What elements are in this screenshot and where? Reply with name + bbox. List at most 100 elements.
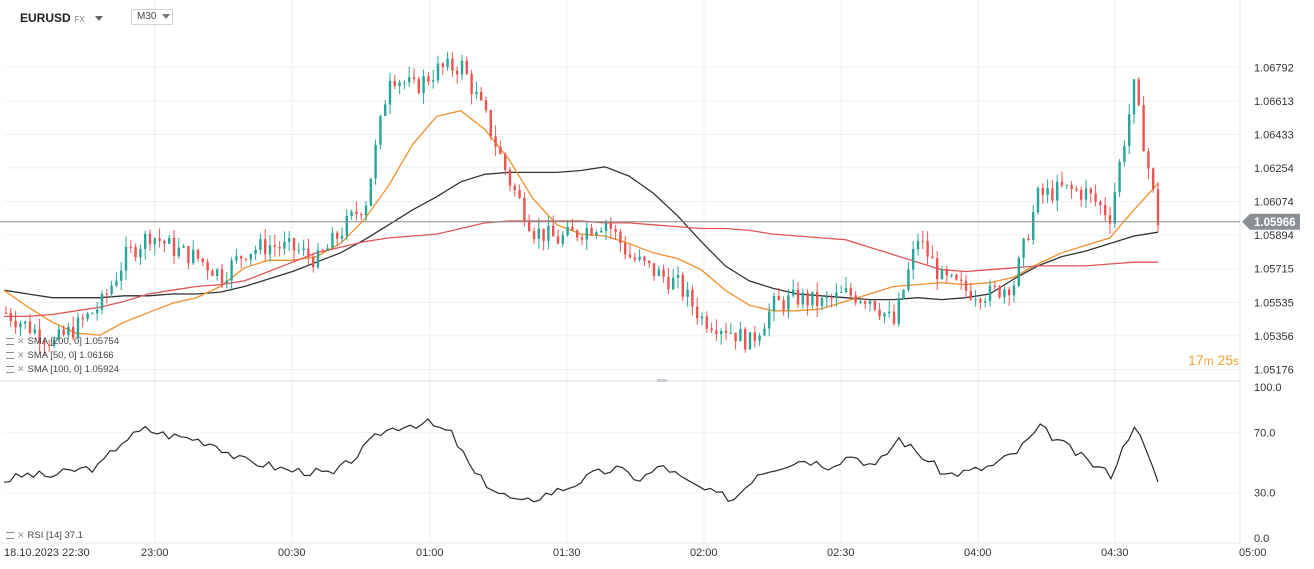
legend-sma50[interactable]: ✕ SMA [50, 0] 1.06166 <box>6 350 114 361</box>
candle-body <box>988 285 992 302</box>
candle-body <box>398 82 401 86</box>
candle-body <box>211 270 214 277</box>
close-icon[interactable]: ✕ <box>17 364 25 374</box>
candle-body <box>1089 188 1092 194</box>
legend-sma50-label: SMA [50, 0] 1.06166 <box>27 350 114 361</box>
legend-rsi[interactable]: ✕ RSI [14] 37.1 <box>6 530 83 541</box>
candle-body <box>691 289 694 307</box>
candle-body <box>1075 189 1078 191</box>
candle-body <box>403 82 406 84</box>
y-tick-label: 1.06792 <box>1254 62 1294 74</box>
candle-body <box>292 238 296 251</box>
candle-body <box>1027 238 1030 241</box>
candle-body <box>811 291 814 306</box>
candle-body <box>772 295 776 312</box>
countdown-s-unit: s <box>1233 354 1240 368</box>
candle-body <box>38 329 41 343</box>
candle-body <box>350 211 353 217</box>
candle-body <box>782 300 785 310</box>
candle-body <box>4 312 8 314</box>
candle-body <box>768 311 771 329</box>
candle-body <box>465 60 468 75</box>
candle-body <box>216 269 219 277</box>
candle-body <box>878 309 881 317</box>
timeframe-selector[interactable]: M30 <box>131 9 173 25</box>
candle-body <box>57 329 60 340</box>
candle-body <box>364 205 368 215</box>
candle-body <box>974 299 977 301</box>
candle-body <box>240 256 243 259</box>
candle-body <box>993 285 996 287</box>
candle-body <box>326 247 329 251</box>
y-tick-label: 1.05894 <box>1254 230 1294 242</box>
candle-body <box>76 317 80 338</box>
candle-body <box>158 238 161 242</box>
candle-body <box>384 104 387 116</box>
x-tick-label: 05:00 <box>1239 547 1267 559</box>
candle-body <box>801 292 804 305</box>
candle-body <box>67 326 70 335</box>
rsi-line <box>3 418 1159 503</box>
candle-body <box>854 295 857 303</box>
legend-sma100[interactable]: ✕ SMA [100, 0] 1.05924 <box>6 364 119 375</box>
candle-body <box>288 238 291 242</box>
candle-body <box>960 279 963 281</box>
candle-body <box>331 232 334 248</box>
candle-body <box>504 153 507 170</box>
countdown-minutes: 17 <box>1188 352 1204 368</box>
pane-resize-handle[interactable] <box>657 379 667 382</box>
candle-body <box>1147 151 1150 169</box>
candle-body <box>489 110 492 137</box>
candle-body <box>945 269 948 276</box>
symbol-selector[interactable]: EURUSD FX <box>20 11 103 25</box>
candle-body <box>124 246 128 271</box>
legend-rsi-label: RSI [14] 37.1 <box>27 530 83 541</box>
candle-body <box>508 169 512 186</box>
close-icon[interactable]: ✕ <box>17 530 25 540</box>
candle-body <box>408 77 411 83</box>
candle-body <box>700 316 704 319</box>
legend-sma200[interactable]: ✕ SMA [200, 0] 1.05754 <box>6 336 119 347</box>
candle-body <box>628 254 632 258</box>
candle-body <box>72 326 75 338</box>
settings-icon[interactable] <box>6 351 14 359</box>
settings-icon[interactable] <box>6 531 14 539</box>
candle-body <box>1128 114 1131 146</box>
close-icon[interactable]: ✕ <box>17 350 25 360</box>
x-tick-label: 04:00 <box>964 547 992 559</box>
candle-body <box>1003 289 1006 298</box>
candle-body <box>1070 184 1073 190</box>
candle-body <box>1118 162 1121 192</box>
settings-icon[interactable] <box>6 365 14 373</box>
candle-body <box>360 214 363 216</box>
candle-body <box>393 80 396 86</box>
candle-body <box>340 235 344 239</box>
candle-body <box>62 329 65 335</box>
candle-body <box>86 313 89 320</box>
candle-body <box>33 329 36 334</box>
candle-body <box>220 269 224 284</box>
candle-body <box>792 289 795 296</box>
candle-body <box>446 58 449 68</box>
candle-body <box>1094 193 1097 202</box>
candle-body <box>840 291 843 293</box>
candle-body <box>672 277 675 290</box>
candle-body <box>912 249 915 270</box>
candle-body <box>873 301 876 310</box>
candle-body <box>883 313 886 317</box>
candle-body <box>316 250 320 268</box>
candle-body <box>1056 181 1059 201</box>
y-tick-label: 1.05176 <box>1254 365 1294 377</box>
close-icon[interactable]: ✕ <box>17 336 25 346</box>
settings-icon[interactable] <box>6 337 14 345</box>
candle-body <box>494 136 497 147</box>
axes: 18.10.2023 22:30 23:00 00:30 01:00 01:30 02:0… <box>0 0 1300 559</box>
candle-body <box>926 240 929 257</box>
candle-body <box>830 297 833 299</box>
candle-body <box>422 76 425 94</box>
x-tick-label: 02:30 <box>827 547 855 559</box>
candle-body <box>552 225 555 237</box>
candle-body <box>172 237 176 257</box>
candle-body <box>19 323 22 328</box>
